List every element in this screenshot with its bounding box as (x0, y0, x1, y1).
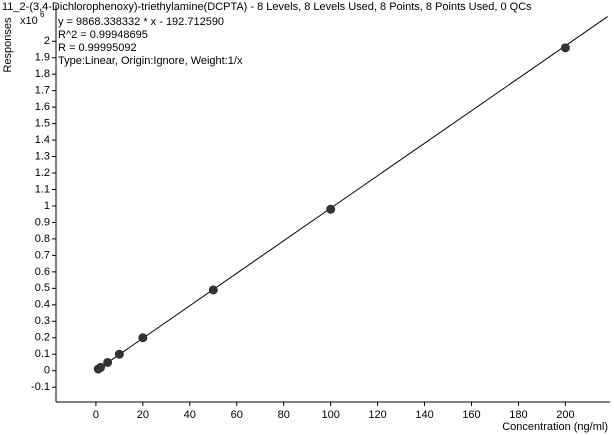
y-tick-label: 1.9 (35, 52, 50, 64)
data-point (326, 204, 336, 214)
y-tick-label: 1.1 (35, 183, 50, 195)
data-point (560, 43, 570, 53)
y-tick-label: 1.3 (35, 150, 50, 162)
y-multiplier-exponent: 6 (40, 10, 45, 19)
x-tick-label: 100 (321, 409, 339, 421)
y-tick-label: 0.2 (35, 332, 50, 344)
data-point (96, 362, 106, 372)
y-tick-label: 1.2 (35, 167, 50, 179)
y-tick-label: 0 (44, 365, 50, 377)
y-tick-label: 1.8 (35, 68, 50, 80)
y-tick-label: 1.7 (35, 85, 50, 97)
x-tick-label: 80 (278, 409, 290, 421)
data-point (114, 349, 124, 359)
x-axis-label: Concentration (ng/ml) (502, 421, 608, 433)
annotation: y = 9868.338332 * x - 192.712590 (58, 16, 224, 28)
y-tick-label: 1.4 (35, 134, 50, 146)
y-tick-label: 1.6 (35, 101, 50, 113)
data-point (103, 357, 113, 367)
x-tick-label: 120 (368, 409, 386, 421)
y-tick-label: 0.9 (35, 216, 50, 228)
data-point (208, 285, 218, 295)
chart-title: 11_2-(3,4-Dichlorophenoxy)-triethylamine… (2, 1, 532, 13)
annotation: Type:Linear, Origin:Ignore, Weight:1/x (58, 55, 243, 67)
data-point (138, 333, 148, 343)
x-tick-label: 200 (556, 409, 574, 421)
fit-line (95, 16, 608, 372)
y-axis-label: Responses (2, 17, 14, 73)
annotation: R^2 = 0.99948695 (58, 29, 148, 41)
y-tick-label: 0.1 (35, 348, 50, 360)
y-multiplier: x10 (20, 15, 38, 27)
x-tick-label: 20 (137, 409, 149, 421)
y-tick-label: 0.3 (35, 315, 50, 327)
y-tick-label: 0.8 (35, 233, 50, 245)
x-tick-label: 60 (231, 409, 243, 421)
x-tick-label: 160 (462, 409, 480, 421)
y-tick-label: 1.5 (35, 118, 50, 130)
y-tick-label: 0.6 (35, 266, 50, 278)
x-tick-label: 0 (93, 409, 99, 421)
x-tick-label: 180 (509, 409, 527, 421)
x-tick-label: 140 (415, 409, 433, 421)
annotation: R = 0.99995092 (58, 42, 137, 54)
y-tick-label: 0.7 (35, 249, 50, 261)
x-tick-label: 40 (184, 409, 196, 421)
y-tick-label: 1 (44, 200, 50, 212)
y-tick-label: 0.4 (35, 299, 50, 311)
y-tick-label: -0.1 (31, 381, 50, 393)
y-tick-label: 0.5 (35, 282, 50, 294)
y-tick-label: 2 (44, 35, 50, 47)
